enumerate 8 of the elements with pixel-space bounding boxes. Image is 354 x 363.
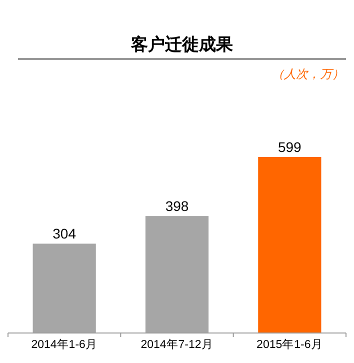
x-tick-label: 2014年7-12月 [140,338,214,351]
chart-subtitle: （人次，万） [272,67,344,81]
data-label: 304 [52,226,76,242]
x-tick-label: 2015年1-6月 [256,338,323,351]
x-tick-label: 2014年1-6月 [31,338,98,351]
chart-title: 客户迁徙成果 [130,35,234,54]
data-label: 599 [278,139,302,155]
data-label: 398 [165,198,189,214]
